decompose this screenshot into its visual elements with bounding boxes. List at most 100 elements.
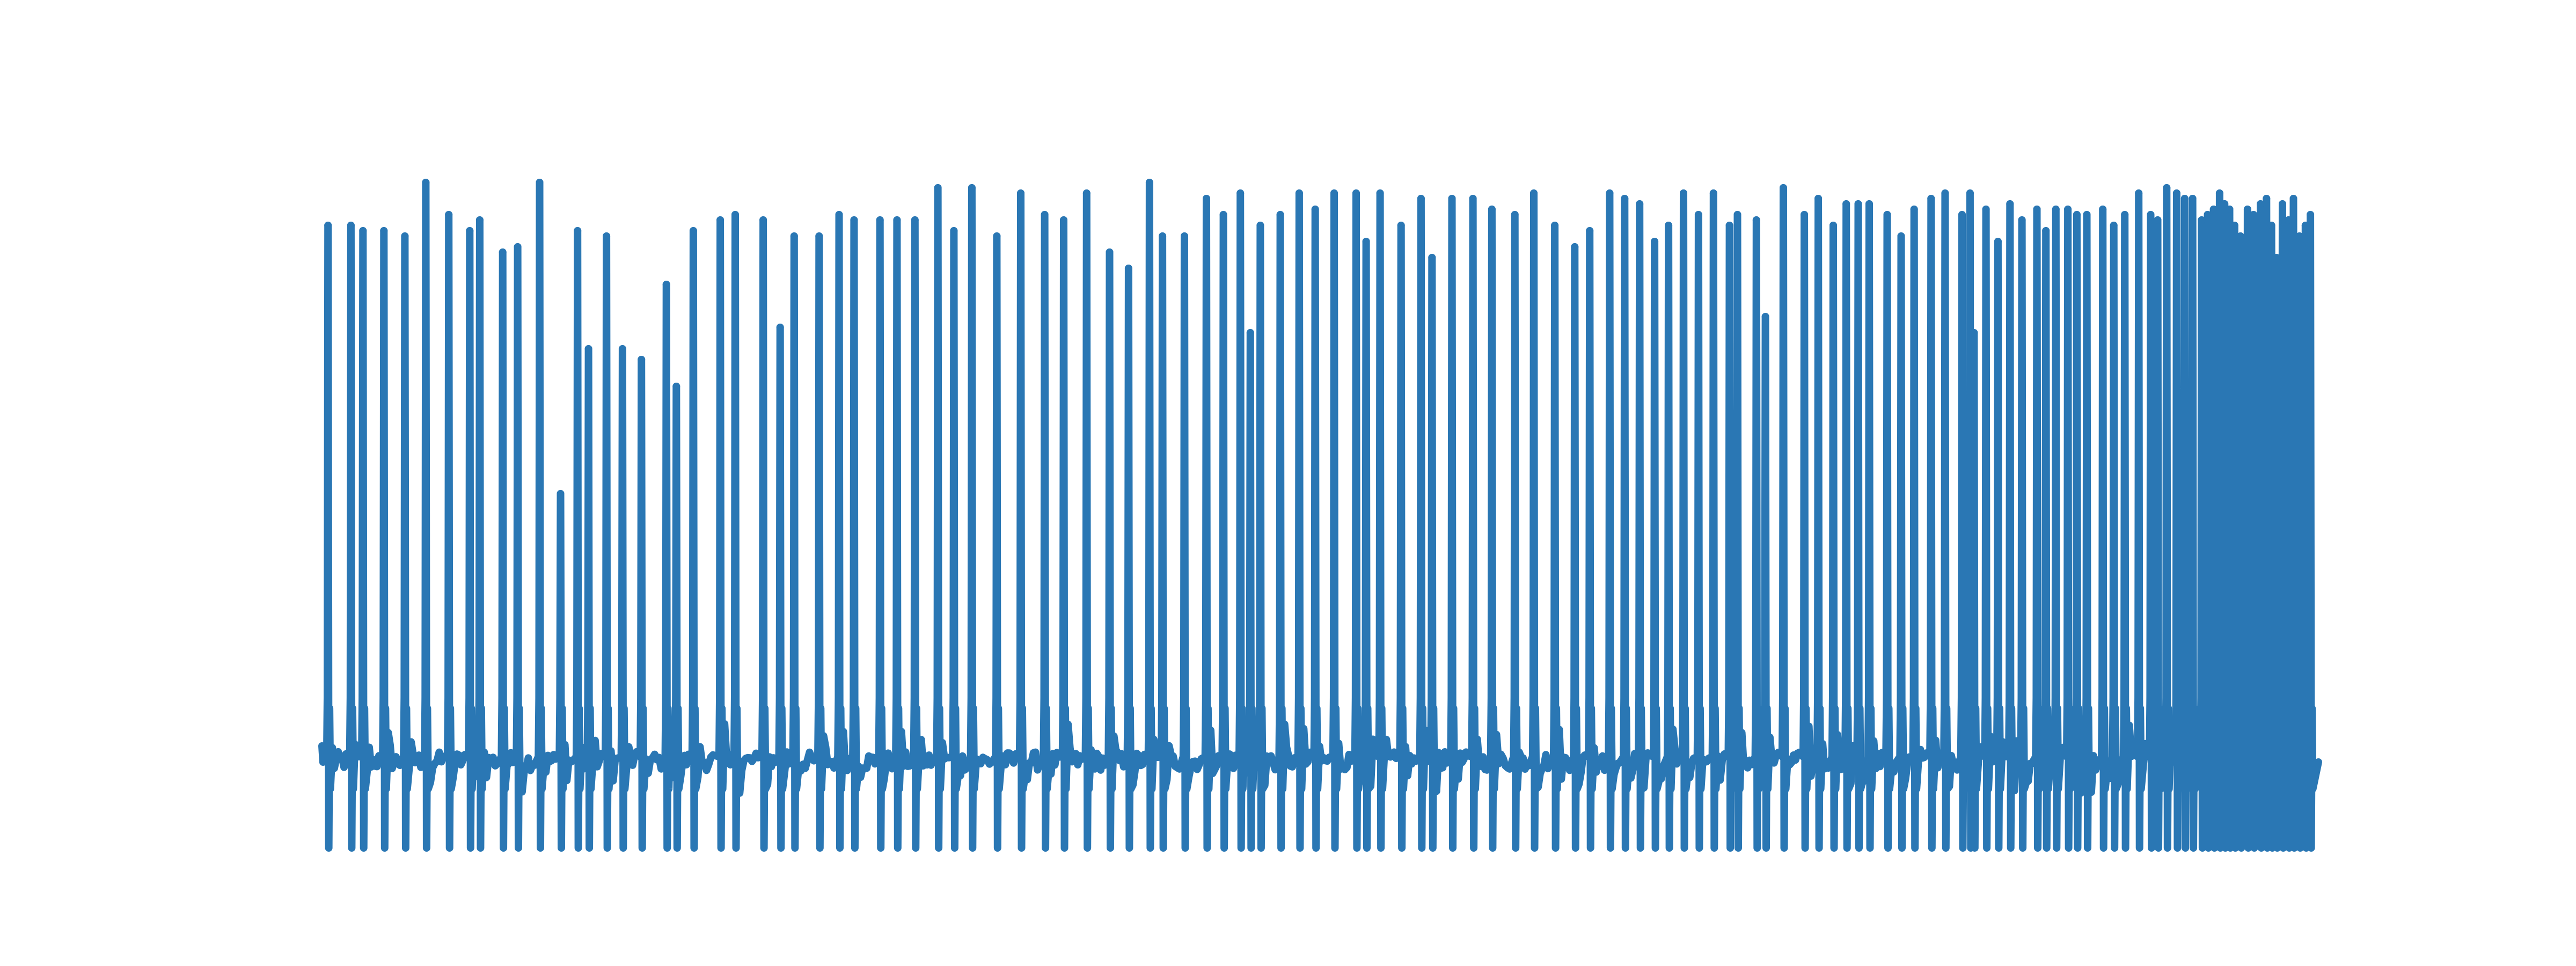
spike-peak-point [618, 345, 626, 353]
spike-peak-point [1571, 243, 1579, 251]
spike-peak-point [499, 248, 507, 256]
spike-peak-point [950, 227, 958, 235]
spike-peak-point [1219, 211, 1227, 218]
spike-peak-point [359, 227, 367, 235]
spike-peak-point [1530, 189, 1538, 197]
spike-peak-point [1606, 189, 1614, 197]
spike-peak-point [1311, 206, 1319, 213]
spike-peak-point [2263, 195, 2271, 202]
spike-peak-point [2230, 222, 2238, 229]
spike-peak-point [2289, 195, 2297, 202]
spike-peak-point [1621, 195, 1629, 202]
spike-peak-point [2221, 200, 2229, 208]
spike-peak-point [2006, 200, 2014, 208]
spike-peak-point [759, 216, 767, 224]
spike-peak-point [1829, 222, 1837, 229]
spike-peak-point [689, 227, 697, 235]
spike-peak-point [1897, 232, 1905, 240]
spike-peak-point [1041, 211, 1049, 218]
spike-peak-point [2018, 216, 2026, 224]
spike-peak-point [2204, 211, 2212, 218]
spike-peak-point [815, 232, 823, 240]
spike-peak-point [1927, 195, 1935, 202]
spike-peak-point [1636, 200, 1644, 208]
spike-peak-point [2110, 222, 2118, 229]
spike-peak-point [1970, 329, 1978, 336]
spike-peak-point [1448, 195, 1456, 202]
spike-peak-point [850, 216, 858, 224]
spike-peak-point [2189, 195, 2197, 202]
spike-peak-point [2236, 232, 2244, 240]
spike-peak-point [2257, 200, 2265, 208]
spike-peak-point [1511, 211, 1519, 218]
spike-peak-point [557, 490, 565, 497]
spike-peak-point [536, 179, 544, 186]
spike-peak-point [324, 222, 332, 229]
spike-peak-point [638, 356, 646, 363]
spike-peak-point [2209, 206, 2218, 213]
spike-peak-point [2099, 206, 2107, 213]
spike-peak-point [1842, 200, 1850, 208]
spike-peak-point [1752, 216, 1760, 224]
spike-peak-point [2083, 211, 2091, 218]
spike-peak-point [672, 383, 680, 390]
spike-peak-point [1854, 200, 1862, 208]
spike-peak-point [574, 227, 582, 235]
spike-peak-point [662, 281, 670, 288]
spike-peak-point [2285, 216, 2293, 224]
spike-peak-point [1966, 189, 1974, 197]
spike-peak-point [993, 232, 1001, 240]
spike-peak-point [1295, 189, 1303, 197]
spike-peak-point [2295, 232, 2303, 240]
spike-peak-point [584, 345, 592, 353]
spike-peak-point [731, 211, 739, 218]
spike-peak-point [422, 179, 430, 186]
spike-peak-point [2073, 211, 2081, 218]
spike-peak-point [1958, 211, 1966, 218]
spike-peak-point [2180, 195, 2189, 202]
spike-peak-point [835, 211, 843, 218]
spike-peak-point [2052, 206, 2060, 213]
spike-peak-point [380, 227, 388, 235]
spike-peak-point [2279, 200, 2286, 208]
spike-peak-point [466, 227, 474, 235]
spike-peak-point [1941, 189, 1949, 197]
spike-peak-point [1761, 313, 1769, 320]
spike-peak-point [911, 216, 919, 224]
spike-peak-point [1994, 238, 2002, 245]
spike-peak-point [1651, 238, 1659, 245]
spike-peak-point [2215, 189, 2223, 197]
spike-peak-point [1428, 254, 1436, 261]
spike-peak-point [1709, 189, 1717, 197]
spike-peak-point [1551, 222, 1559, 229]
spike-peak-point [603, 232, 611, 240]
spike-peak-point [514, 243, 522, 251]
spike-peak-point [1680, 189, 1687, 197]
spike-peak-point [1276, 211, 1284, 218]
spike-peak-point [2267, 222, 2275, 229]
spike-peak-point [1145, 179, 1153, 186]
series-line-0 [318, 179, 2322, 852]
spike-peak-point [401, 232, 409, 240]
spike-peak-point [1376, 189, 1384, 197]
spike-peak-point [1181, 232, 1188, 240]
spike-peak-point [1352, 189, 1360, 197]
spike-peak-point [790, 232, 798, 240]
spike-peak-point [1417, 195, 1425, 202]
spike-peak-point [2147, 211, 2155, 218]
spike-peak-point [445, 211, 453, 218]
spike-peak-point [475, 216, 484, 224]
spike-peak-point [2198, 216, 2206, 224]
spike-peak-point [1725, 222, 1733, 229]
spike-peak-point [2272, 254, 2280, 261]
spike-peak-point [1910, 206, 1918, 213]
spike-peak-point [2154, 216, 2162, 224]
spike-peak-point [1780, 184, 1787, 192]
spike-peak-point [1106, 248, 1114, 256]
spike-peak-point [2172, 189, 2180, 197]
spike-peak-point [968, 184, 976, 192]
spike-peak-point [2064, 206, 2072, 213]
spike-peak-point [1124, 265, 1132, 272]
spike-peak-point [1330, 189, 1338, 197]
